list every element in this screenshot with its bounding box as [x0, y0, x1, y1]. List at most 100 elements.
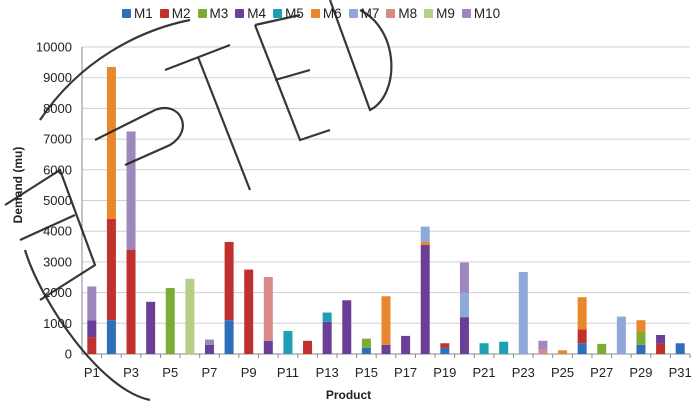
y-tick-label: 4000: [43, 224, 72, 239]
bar-segment: [401, 335, 411, 354]
bar-segment: [185, 278, 195, 354]
legend-label: M1: [134, 6, 153, 21]
legend-label: M10: [473, 6, 501, 21]
bar-segment: [597, 343, 607, 354]
bar-segment: [577, 343, 587, 354]
bar-segment: [656, 343, 666, 354]
bar-segment: [165, 288, 175, 354]
legend-swatch: [273, 9, 283, 18]
bar-segment: [440, 343, 450, 348]
legend-swatch: [310, 9, 320, 18]
bar-segment: [518, 272, 528, 354]
legend-item: M1: [122, 6, 153, 21]
legend-swatch: [197, 9, 207, 18]
bar-segment: [656, 334, 666, 344]
bar-segment: [106, 66, 116, 219]
legend-label: M2: [171, 6, 191, 21]
y-tick-label: 9000: [43, 70, 72, 85]
bar-segment: [636, 320, 646, 332]
bar-segment: [303, 340, 313, 354]
legend-swatch: [159, 9, 169, 18]
x-tick-label: P31: [669, 365, 692, 380]
legend-item: M3: [197, 6, 229, 21]
legend-item: M10: [461, 6, 501, 21]
bar-segment: [577, 329, 587, 344]
y-tick-label: 1000: [43, 316, 72, 331]
bar-segment: [322, 321, 332, 354]
bar-segment: [204, 344, 214, 354]
y-tick-label: 0: [65, 347, 72, 362]
bar-segment: [126, 131, 136, 250]
legend-item: M9: [424, 6, 455, 21]
y-tick-label: 5000: [43, 193, 72, 208]
bar-segment: [361, 338, 371, 348]
y-tick-label: 10000: [36, 40, 72, 55]
x-tick-label: P23: [512, 365, 535, 380]
y-tick-label: 2000: [43, 285, 72, 300]
x-tick-label: P29: [629, 365, 652, 380]
x-tick-label: P7: [202, 365, 218, 380]
bar-segment: [263, 276, 273, 341]
bar-segment: [381, 344, 391, 354]
bar-segment: [381, 296, 391, 345]
bar-segment: [459, 262, 469, 293]
legend-swatch: [424, 9, 434, 18]
x-tick-label: P9: [241, 365, 257, 380]
x-tick-label: P13: [316, 365, 339, 380]
x-tick-label: P1: [84, 365, 100, 380]
x-tick-label: P27: [590, 365, 613, 380]
x-tick-label: P15: [355, 365, 378, 380]
x-tick-label: P11: [277, 365, 299, 380]
bar-segment: [675, 343, 685, 354]
bar-segment: [420, 241, 430, 246]
y-tick-label: 6000: [43, 162, 72, 177]
bar-segment: [106, 218, 116, 321]
bar-segment: [499, 341, 509, 354]
y-tick-label: 3000: [43, 254, 72, 269]
bar-segment: [224, 320, 234, 354]
y-tick-label: 7000: [43, 132, 72, 147]
bar-segment: [538, 349, 548, 354]
x-tick-label: P21: [472, 365, 495, 380]
bar-segment: [263, 340, 273, 354]
legend-label: M3: [209, 6, 229, 21]
y-tick-label: 8000: [43, 101, 72, 116]
x-tick-label: P5: [162, 365, 178, 380]
bar-segment: [204, 339, 214, 345]
bar-segment: [87, 286, 97, 321]
bar-segment: [459, 292, 469, 318]
bar-segment: [479, 343, 489, 354]
bar-segment: [440, 347, 450, 354]
legend-item: M2: [159, 6, 191, 21]
bar-segment: [459, 317, 469, 354]
bar-segment: [87, 320, 97, 338]
bar-segment: [361, 347, 371, 354]
x-axis-label: Product: [325, 388, 372, 402]
x-tick-label: P25: [551, 365, 574, 380]
bar-segment: [283, 330, 293, 354]
bar-segment: [87, 337, 97, 354]
legend-swatch: [122, 9, 131, 18]
bar-segment: [126, 249, 136, 354]
bar-segment: [342, 300, 352, 354]
bar-segment: [244, 269, 254, 354]
legend-label: M8: [398, 6, 418, 21]
x-tick-label: P17: [394, 365, 417, 380]
bar-segment: [616, 316, 626, 354]
bar-segment: [558, 350, 568, 354]
legend-label: M9: [436, 6, 455, 21]
legend-swatch: [461, 9, 471, 18]
bar-segment: [636, 331, 646, 345]
bar-segment: [420, 245, 430, 354]
legend-swatch: [235, 9, 245, 18]
bar-segment: [106, 320, 116, 354]
bar-segment: [146, 301, 156, 354]
x-tick-label: P3: [123, 365, 139, 380]
x-tick-label: P19: [433, 365, 456, 380]
bar-segment: [577, 297, 587, 330]
bar-segment: [636, 344, 646, 354]
y-axis-label: Demand (mu): [11, 146, 25, 224]
bar-segment: [322, 312, 332, 322]
bar-segment: [224, 241, 234, 321]
